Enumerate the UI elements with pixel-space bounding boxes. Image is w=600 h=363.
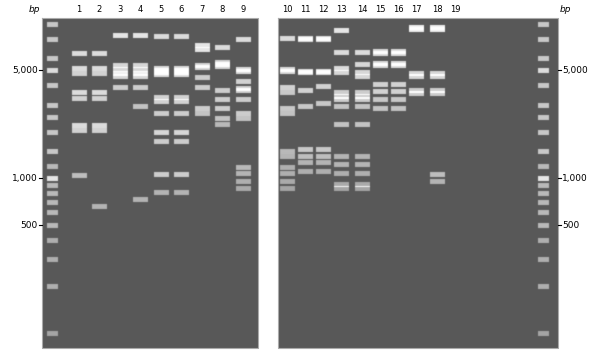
Text: 5,000: 5,000 [562,65,588,74]
Text: bp: bp [29,5,40,15]
Text: 10: 10 [282,5,292,15]
Text: 12: 12 [318,5,328,15]
Text: 16: 16 [392,5,403,15]
Text: 1,000: 1,000 [562,174,588,183]
Text: 17: 17 [410,5,421,15]
Text: 1: 1 [76,5,82,15]
Text: 19: 19 [450,5,460,15]
Text: bp: bp [560,5,571,15]
Text: 11: 11 [300,5,310,15]
Text: 15: 15 [375,5,385,15]
Text: 2: 2 [97,5,101,15]
Text: 3: 3 [118,5,122,15]
Text: 13: 13 [335,5,346,15]
Text: 18: 18 [431,5,442,15]
Text: 9: 9 [241,5,245,15]
Text: 500: 500 [562,220,579,229]
Text: 7: 7 [199,5,205,15]
Text: 5,000: 5,000 [12,65,38,74]
Text: 500: 500 [21,220,38,229]
Text: 1,000: 1,000 [12,174,38,183]
Text: 6: 6 [178,5,184,15]
Text: 8: 8 [220,5,224,15]
Text: 14: 14 [357,5,367,15]
Text: 4: 4 [137,5,143,15]
Text: 5: 5 [158,5,164,15]
